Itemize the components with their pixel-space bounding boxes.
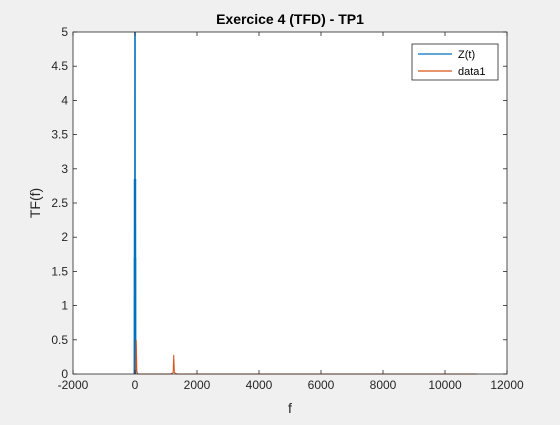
x-axis-label: f xyxy=(288,400,292,416)
y-tick-label: 2.5 xyxy=(51,196,68,210)
series-0-line xyxy=(133,31,137,375)
y-tick-label: 0.5 xyxy=(51,333,68,347)
y-tick-label: 1 xyxy=(61,299,68,313)
chart-title: Exercice 4 (TFD) - TP1 xyxy=(216,11,364,27)
y-tick-label: 4.5 xyxy=(51,59,68,73)
x-tick-label: 2000 xyxy=(184,378,211,392)
y-axis-label: TF(f) xyxy=(27,188,43,218)
x-tick-label: -2000 xyxy=(58,378,89,392)
y-tick-label: 2 xyxy=(61,230,68,244)
x-tick-label: 10000 xyxy=(428,378,462,392)
y-tick-label: 3 xyxy=(61,162,68,176)
y-tick-label: 5 xyxy=(61,25,68,39)
plot-area xyxy=(73,32,507,374)
x-tick-label: 0 xyxy=(132,378,139,392)
x-tick-label: 12000 xyxy=(490,378,524,392)
legend: Z(t) data1 xyxy=(411,43,499,81)
x-tick-label: 8000 xyxy=(370,378,397,392)
y-tick-label: 1.5 xyxy=(51,264,68,278)
ticks-layer: -2000 0 2000 4000 6000 8000 10000 1200000.511.5… xyxy=(51,25,524,392)
y-tick-label: 3.5 xyxy=(51,128,68,142)
x-tick-label: 4000 xyxy=(246,378,273,392)
legend-label-z: Z(t) xyxy=(458,49,475,61)
legend-label-data1: data1 xyxy=(458,66,486,78)
legend-box xyxy=(411,43,499,81)
y-tick-label: 4 xyxy=(61,93,68,107)
x-tick-label: 6000 xyxy=(308,378,335,392)
y-tick-label: 0 xyxy=(61,367,68,381)
